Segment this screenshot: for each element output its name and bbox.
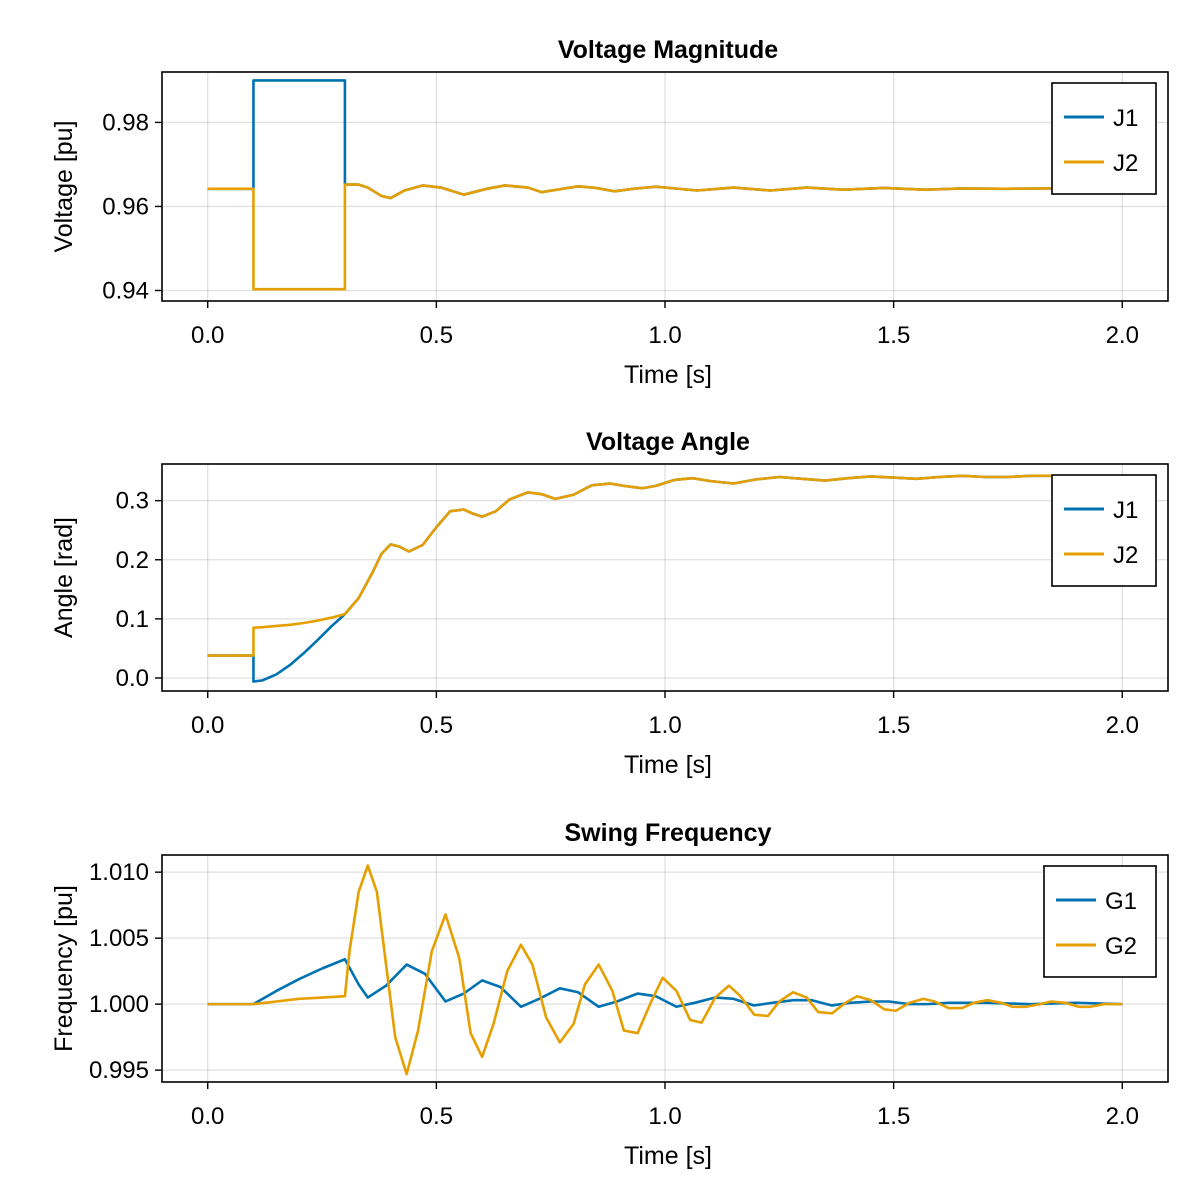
legend-label: J2 xyxy=(1113,542,1138,569)
y-tick-label: 1.010 xyxy=(89,859,149,886)
y-tick-label: 1.005 xyxy=(89,925,149,952)
chart-title: Voltage Magnitude xyxy=(558,36,778,64)
x-axis-label: Time [s] xyxy=(624,1142,712,1170)
y-tick-label: 0.0 xyxy=(116,665,149,692)
panel-voltage-angle: 0.0 0.5 1.0 1.5 2.0 0.0 0.1 0.2 0.3 Voltage Angle… xyxy=(50,428,1169,779)
legend-box xyxy=(1043,865,1157,978)
x-tick-label: 1.5 xyxy=(877,712,910,739)
x-tick-label: 1.0 xyxy=(648,1103,681,1130)
y-axis-label: Frequency [pu] xyxy=(50,885,78,1052)
y-axis-label: Angle [rad] xyxy=(50,517,78,638)
legend: J1 J2 xyxy=(1051,82,1157,195)
x-tick-label: 0.0 xyxy=(191,322,224,349)
legend-label: G1 xyxy=(1105,888,1137,915)
y-axis-label: Voltage [pu] xyxy=(50,120,78,252)
legend-label: J2 xyxy=(1113,150,1138,177)
series-line-g1 xyxy=(207,957,1123,1009)
legend-box xyxy=(1051,82,1157,195)
x-tick-label: 2.0 xyxy=(1106,712,1139,739)
legend-box xyxy=(1051,474,1157,587)
legend-label: J1 xyxy=(1113,497,1138,524)
y-tick-label: 0.3 xyxy=(116,488,149,515)
x-tick-label: 0.0 xyxy=(191,712,224,739)
y-tick-label: 0.96 xyxy=(102,193,149,220)
x-tick-label: 1.5 xyxy=(877,322,910,349)
y-tick-label: 0.94 xyxy=(102,277,149,304)
panel-swing-frequency: 0.0 0.5 1.0 1.5 2.0 0.995 1.000 1.005 1.010 Swing… xyxy=(50,819,1169,1170)
y-tick-label: 0.1 xyxy=(116,606,149,633)
legend: G1 G2 xyxy=(1043,865,1157,978)
x-axis-label: Time [s] xyxy=(624,361,712,389)
x-tick-label: 1.5 xyxy=(877,1103,910,1130)
panel-voltage-magnitude: 0.0 0.5 1.0 1.5 2.0 0.94 0.96 0.98 Voltage Magni… xyxy=(50,36,1169,389)
x-tick-label: 1.0 xyxy=(648,712,681,739)
x-tick-label: 0.5 xyxy=(420,1103,453,1130)
legend-label: J1 xyxy=(1113,105,1138,132)
y-tick-label: 0.995 xyxy=(89,1057,149,1084)
x-tick-label: 0.5 xyxy=(420,712,453,739)
legend-label: G2 xyxy=(1105,933,1137,960)
x-tick-label: 2.0 xyxy=(1106,322,1139,349)
y-tick-label: 0.2 xyxy=(116,547,149,574)
series-line-j2 xyxy=(207,474,1123,657)
x-tick-label: 0.0 xyxy=(191,1103,224,1130)
y-tick-label: 0.98 xyxy=(102,109,149,136)
series-line-j2 xyxy=(207,183,1123,291)
series-line-g2 xyxy=(207,864,1123,1076)
x-tick-label: 2.0 xyxy=(1106,1103,1139,1130)
chart-title: Voltage Angle xyxy=(586,428,750,456)
x-axis-label: Time [s] xyxy=(624,751,712,779)
x-tick-label: 1.0 xyxy=(648,322,681,349)
chart-title: Swing Frequency xyxy=(565,819,772,847)
legend: J1 J2 xyxy=(1051,474,1157,587)
y-tick-label: 1.000 xyxy=(89,991,149,1018)
x-tick-label: 0.5 xyxy=(420,322,453,349)
